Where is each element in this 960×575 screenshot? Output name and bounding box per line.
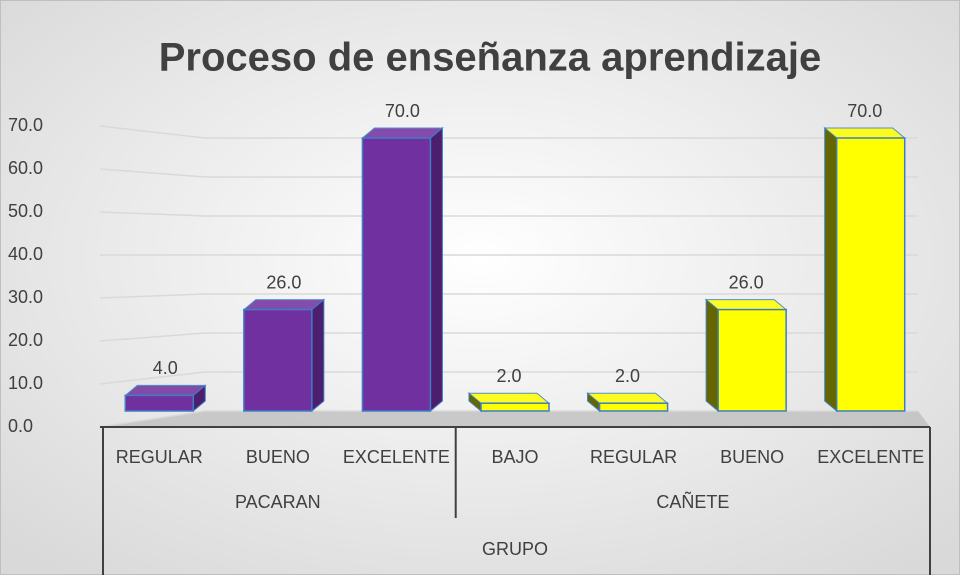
y-tick-label: 0.0 (8, 416, 33, 436)
y-tick-label: 70.0 (8, 115, 43, 135)
x-axis-label: GRUPO (482, 539, 548, 559)
x-tick-label: EXCELENTE (343, 447, 450, 467)
value-label: 70.0 (385, 101, 420, 121)
group-label: CAÑETE (656, 491, 729, 512)
bar-top (242, 299, 326, 311)
bar (598, 402, 669, 412)
y-tick-label: 40.0 (8, 244, 43, 264)
grid-line (99, 211, 918, 217)
y-tick-label: 60.0 (8, 158, 43, 178)
x-tick-label: BAJO (491, 447, 538, 467)
bar (480, 402, 550, 412)
bar-top (704, 299, 788, 311)
grid-line (99, 125, 918, 139)
bar-top (361, 127, 444, 139)
x-tick-label: REGULAR (116, 447, 203, 467)
bar (124, 394, 195, 412)
bar-top (823, 127, 907, 139)
value-label: 26.0 (729, 272, 764, 292)
floor (100, 411, 930, 427)
bar-side (705, 298, 719, 413)
y-tick-label: 10.0 (8, 373, 43, 393)
chart-title: Proceso de enseñanza aprendizaje (159, 36, 821, 80)
bar-top (467, 392, 551, 404)
value-label: 2.0 (496, 366, 521, 386)
bar-side (311, 298, 325, 413)
grid-line (99, 293, 918, 299)
x-tick-label: BUENO (246, 447, 310, 467)
x-tick-label: BUENO (720, 447, 784, 467)
y-tick-label: 20.0 (8, 330, 43, 350)
bar (243, 308, 313, 412)
bar-top (123, 384, 207, 396)
x-tick-label: EXCELENTE (817, 447, 924, 467)
value-label: 70.0 (847, 101, 882, 121)
grid-line (99, 332, 918, 342)
bar (717, 308, 787, 412)
bar-top (586, 392, 669, 404)
bar (835, 137, 906, 412)
y-tick-label: 50.0 (8, 201, 43, 221)
group-label: PACARAN (235, 492, 321, 512)
value-label: 2.0 (615, 366, 640, 386)
x-tick-label: REGULAR (590, 447, 677, 467)
value-label: 26.0 (266, 272, 301, 292)
grid-line (99, 371, 918, 385)
grid-line (99, 168, 918, 178)
bar-side (824, 126, 838, 413)
value-label: 4.0 (153, 358, 178, 378)
bar (361, 137, 432, 412)
grid-line (99, 410, 918, 428)
y-tick-label: 30.0 (8, 287, 43, 307)
bar-side (429, 126, 443, 413)
